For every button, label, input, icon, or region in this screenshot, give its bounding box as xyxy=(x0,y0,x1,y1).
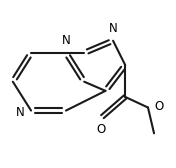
Text: O: O xyxy=(154,99,163,113)
Text: O: O xyxy=(96,123,106,136)
Text: N: N xyxy=(109,22,117,35)
Text: N: N xyxy=(62,34,70,47)
Text: N: N xyxy=(16,106,25,119)
